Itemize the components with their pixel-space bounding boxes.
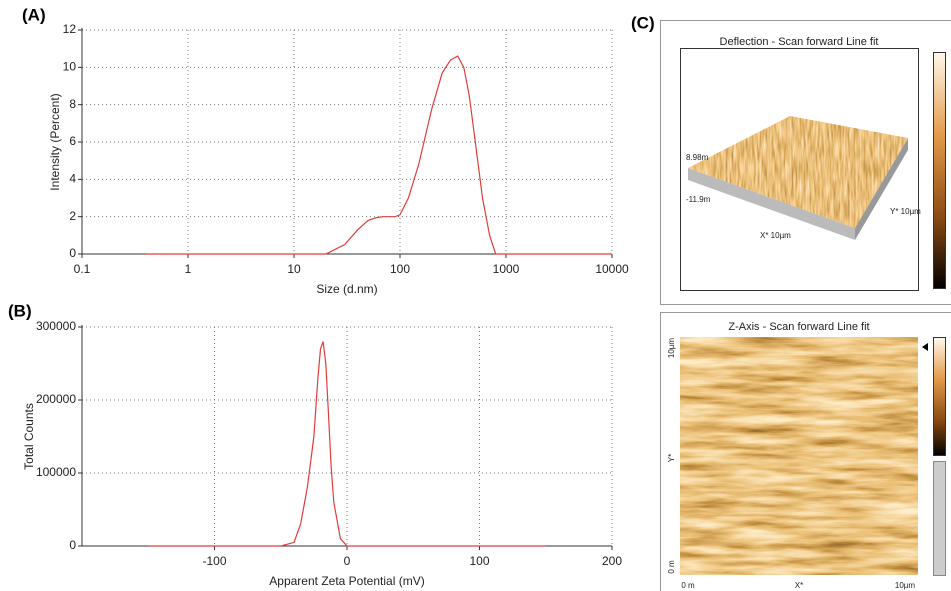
- x-tick-label: 100: [390, 262, 410, 276]
- panel-label: (A): [22, 5, 46, 24]
- afm-y-max: 10µm: [667, 338, 676, 359]
- x-tick-label: -100: [202, 554, 226, 568]
- afm-frame: [660, 312, 951, 591]
- data-line: [145, 55, 612, 255]
- afm-y-min: 0 m: [667, 560, 676, 574]
- x-axis-label: Size (d.nm): [316, 282, 377, 296]
- y-tick-label: 10: [63, 60, 77, 74]
- x-tick-label: 1: [185, 262, 192, 276]
- marker: [922, 343, 928, 351]
- y-tick-label: 8: [69, 97, 76, 111]
- afm-x-max: 10µm: [895, 581, 916, 590]
- afm-base: [855, 138, 908, 240]
- x-tick-label: 200: [602, 554, 622, 568]
- afm-frame: [660, 20, 951, 305]
- afm-title: Deflection - Scan forward Line fit: [720, 36, 879, 48]
- afm-image: [680, 337, 918, 575]
- x-tick-label: 0.1: [74, 262, 91, 276]
- x-axis-label: Apparent Zeta Potential (mV): [269, 574, 424, 588]
- x-tick-label: 1000: [493, 262, 520, 276]
- color-bar: [933, 52, 946, 289]
- afm-base: [688, 168, 855, 240]
- x-tick-label: 10000: [595, 262, 629, 276]
- afm-z-min: -11.9m: [686, 195, 711, 204]
- afm-title: Z-Axis - Scan forward Line fit: [728, 321, 869, 333]
- afm-x-axis: X* 10µm: [760, 231, 791, 240]
- x-tick-label: 10: [287, 262, 301, 276]
- y-tick-label: 100000: [36, 465, 76, 479]
- panel-label: (B): [8, 301, 32, 320]
- y-tick-label: 4: [69, 172, 76, 186]
- x-tick-label: 100: [469, 554, 489, 568]
- y-tick-label: 2: [69, 209, 76, 223]
- y-axis-label: Total Counts: [22, 403, 36, 470]
- y-tick-label: 200000: [36, 392, 76, 406]
- afm-x-label: X*: [795, 581, 803, 590]
- panel-label: (C): [631, 13, 655, 32]
- color-bar: [933, 337, 946, 456]
- scroll-bar: [933, 461, 946, 576]
- y-axis-label: Intensity (Percent): [48, 93, 62, 190]
- afm-x-min: 0 m: [681, 581, 695, 590]
- x-tick-label: 0: [344, 554, 351, 568]
- y-tick-label: 0: [69, 538, 76, 552]
- afm-y-axis: Y* 10µm: [890, 207, 921, 216]
- y-tick-label: 0: [69, 246, 76, 260]
- y-tick-label: 12: [63, 22, 77, 36]
- afm-z-max: 8.98m: [686, 153, 709, 162]
- afm-y-label: Y*: [667, 454, 676, 462]
- y-tick-label: 300000: [36, 319, 76, 333]
- data-line: [148, 341, 546, 547]
- y-tick-label: 6: [69, 134, 76, 148]
